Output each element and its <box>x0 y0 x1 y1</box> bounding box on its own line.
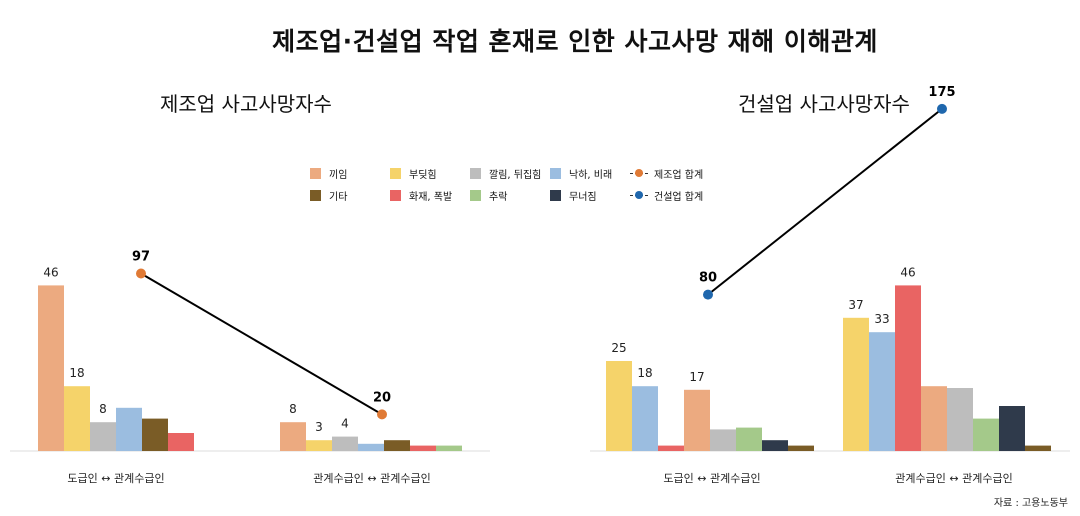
legend-swatch-끼임 <box>310 167 321 179</box>
bar-깔림, 뒤집힘 <box>710 429 736 451</box>
bar-value-label: 25 <box>611 341 626 355</box>
total-point <box>136 268 146 279</box>
bar-기타 <box>384 440 410 451</box>
category-label: 관계수급인 ↔ 관계수급인 <box>313 472 430 485</box>
bar-무너짐 <box>999 406 1025 451</box>
total-point <box>937 103 947 114</box>
source-note: 자료 : 고용노동부 <box>993 498 1068 509</box>
bar-낙하, 비래 <box>116 407 142 451</box>
chart-title: 제조업·건설업 작업 혼재로 인한 사고사망 재해 이해관계 <box>272 27 878 56</box>
bar-낙하, 비래 <box>358 443 384 451</box>
total-point <box>703 289 713 300</box>
legend-line-건설업 <box>630 190 648 201</box>
legend-swatch-추락 <box>470 189 481 201</box>
legend-swatch-부딪힘 <box>390 167 401 179</box>
manufacturing-subtitle: 제조업 사고사망자수 <box>160 92 332 116</box>
legend-row-1: 끼임 부딪힘 깔림, 뒤집힘 낙하, 비래 제조업 합계 <box>310 162 750 184</box>
bar-value-label: 3 <box>315 420 323 434</box>
bar-value-label: 18 <box>69 366 84 380</box>
total-value-label: 20 <box>373 390 391 405</box>
bar-value-label: 46 <box>900 265 915 279</box>
bar-낙하, 비래 <box>632 386 658 451</box>
bar-깔림, 뒤집힘 <box>90 422 116 451</box>
bar-value-label: 46 <box>43 265 58 279</box>
legend-label: 깔림, 뒤집힘 <box>489 169 542 181</box>
bar-깔림, 뒤집힘 <box>332 436 358 451</box>
legend-swatch-화재 <box>390 189 401 201</box>
legend-label: 제조업 합계 <box>654 169 704 181</box>
bar-부딪힘 <box>606 361 632 451</box>
bar-추락 <box>736 427 762 451</box>
bar-value-label: 33 <box>874 312 889 326</box>
total-value-label: 175 <box>928 85 955 100</box>
legend-label: 기타 <box>329 191 348 203</box>
bar-value-label: 18 <box>637 366 652 380</box>
legend-label: 부딪힘 <box>409 169 437 181</box>
legend-label: 건설업 합계 <box>654 191 704 203</box>
legend-swatch-무너짐 <box>550 189 561 201</box>
bar-화재, 폭발 <box>895 285 921 451</box>
total-line <box>140 272 383 416</box>
bar-value-label: 8 <box>99 402 107 416</box>
bar-화재, 폭발 <box>658 445 684 451</box>
legend-swatch-깔림 <box>470 167 481 179</box>
total-value-label: 97 <box>132 249 150 264</box>
category-label: 도급인 ↔ 관계수급인 <box>663 472 760 485</box>
bar-value-label: 17 <box>689 370 704 384</box>
bar-화재, 폭발 <box>168 433 194 451</box>
bar-낙하, 비래 <box>869 332 895 451</box>
bar-끼임 <box>921 386 947 451</box>
bar-부딪힘 <box>64 386 90 451</box>
bar-화재, 폭발 <box>410 445 436 451</box>
bar-끼임 <box>684 389 710 451</box>
construction-subtitle: 건설업 사고사망자수 <box>738 92 910 116</box>
bar-value-label: 4 <box>341 417 349 431</box>
category-label: 도급인 ↔ 관계수급인 <box>67 472 164 485</box>
legend-label: 무너짐 <box>569 191 597 203</box>
legend-row-2: 기타 화재, 폭발 추락 무너짐 건설업 합계 <box>310 184 750 206</box>
bar-value-label: 8 <box>289 402 297 416</box>
legend: 끼임 부딪힘 깔림, 뒤집힘 낙하, 비래 제조업 합계 기타 화재, 폭발 추… <box>310 162 750 206</box>
legend-label: 낙하, 비래 <box>569 169 613 181</box>
legend-label: 끼임 <box>329 169 348 181</box>
total-point <box>377 409 387 420</box>
bar-부딪힘 <box>306 440 332 451</box>
total-line <box>707 108 943 296</box>
bar-추락 <box>436 445 462 451</box>
bar-기타 <box>788 445 814 451</box>
legend-label: 추락 <box>489 191 508 203</box>
legend-swatch-낙하 <box>550 167 561 179</box>
bar-깔림, 뒤집힘 <box>947 388 973 451</box>
bar-부딪힘 <box>843 317 869 451</box>
category-label: 관계수급인 ↔ 관계수급인 <box>895 472 1012 485</box>
bar-추락 <box>973 418 999 451</box>
bar-기타 <box>1025 445 1051 451</box>
bar-끼임 <box>280 422 306 451</box>
total-value-label: 80 <box>699 271 717 286</box>
legend-swatch-기타 <box>310 189 321 201</box>
bar-기타 <box>142 418 168 451</box>
bar-무너짐 <box>762 440 788 451</box>
bar-value-label: 37 <box>848 298 863 312</box>
legend-label: 화재, 폭발 <box>409 191 453 203</box>
bar-끼임 <box>38 285 64 451</box>
legend-line-제조업 <box>630 168 648 179</box>
